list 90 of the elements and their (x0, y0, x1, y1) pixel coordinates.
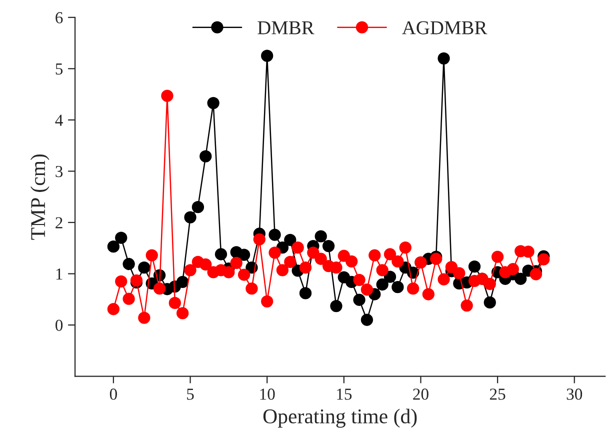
point (538, 253, 550, 266)
point (222, 266, 235, 278)
x-tick-label: 5 (187, 388, 194, 400)
point (368, 249, 381, 262)
y-tick-label: 5 (56, 64, 63, 75)
point (353, 294, 366, 306)
point (460, 299, 473, 312)
point (353, 274, 366, 286)
point (261, 295, 274, 308)
x-tick-label: 10 (260, 388, 275, 400)
point (406, 282, 420, 295)
point (530, 268, 542, 280)
point (184, 264, 196, 276)
point (384, 270, 396, 283)
point (253, 233, 266, 246)
point (299, 262, 312, 274)
point (184, 211, 196, 224)
point (168, 296, 181, 310)
point (192, 201, 204, 214)
legend-label: AGDMBR (402, 21, 488, 34)
y-axis-title: TMP (cm) (30, 154, 50, 240)
point (276, 264, 289, 276)
point (360, 314, 374, 326)
point (207, 96, 220, 110)
point (438, 52, 450, 64)
x-tick-label: 30 (566, 388, 582, 400)
point (491, 250, 504, 263)
point (268, 246, 281, 259)
x-tick-label: 0 (110, 388, 117, 400)
point (346, 255, 358, 268)
point (484, 278, 496, 290)
point (392, 255, 404, 268)
point (299, 287, 312, 300)
point (438, 273, 450, 286)
x-tick-label: 25 (490, 388, 506, 400)
point (484, 296, 496, 309)
point (214, 248, 228, 260)
point (330, 300, 342, 312)
point (284, 234, 296, 246)
y-tick-label: 4 (55, 114, 63, 126)
point (200, 258, 212, 271)
point (176, 307, 189, 320)
point (399, 242, 412, 254)
point (376, 278, 388, 291)
y-tick-label: 3 (56, 166, 63, 178)
point (138, 312, 150, 324)
y-tick-label: 0 (56, 320, 63, 331)
point (384, 248, 396, 260)
point (238, 268, 250, 281)
point (514, 272, 527, 285)
legend-label: DMBR (258, 21, 314, 34)
x-tick-label: 20 (413, 388, 428, 400)
point (230, 256, 242, 270)
point (468, 260, 481, 273)
point (130, 274, 143, 286)
point (453, 267, 466, 280)
point (376, 264, 388, 276)
point (107, 240, 120, 253)
x-tick-label: 15 (337, 388, 352, 400)
y-tick-label: 6 (56, 12, 63, 24)
point (307, 246, 320, 259)
point (292, 242, 304, 254)
point (330, 262, 342, 274)
point (107, 303, 120, 316)
point (284, 256, 296, 268)
point (238, 248, 250, 261)
point (314, 252, 327, 265)
y-tick-label: 2 (56, 217, 62, 228)
point (115, 275, 128, 288)
point (314, 230, 327, 242)
point (422, 288, 434, 300)
point (200, 150, 212, 162)
point (122, 258, 135, 270)
point (161, 90, 174, 102)
point (392, 280, 404, 294)
point (153, 282, 166, 295)
point (322, 240, 335, 252)
point (138, 262, 150, 274)
point (176, 276, 189, 288)
point (445, 261, 458, 274)
point (268, 228, 281, 241)
point (360, 284, 374, 296)
point (506, 263, 520, 276)
point (122, 292, 135, 305)
y-tick-label: 1 (56, 268, 62, 280)
point (246, 282, 258, 295)
point (146, 249, 158, 262)
point (261, 50, 274, 62)
point (115, 232, 128, 244)
x-axis-title: Operating time (d) (263, 408, 417, 428)
